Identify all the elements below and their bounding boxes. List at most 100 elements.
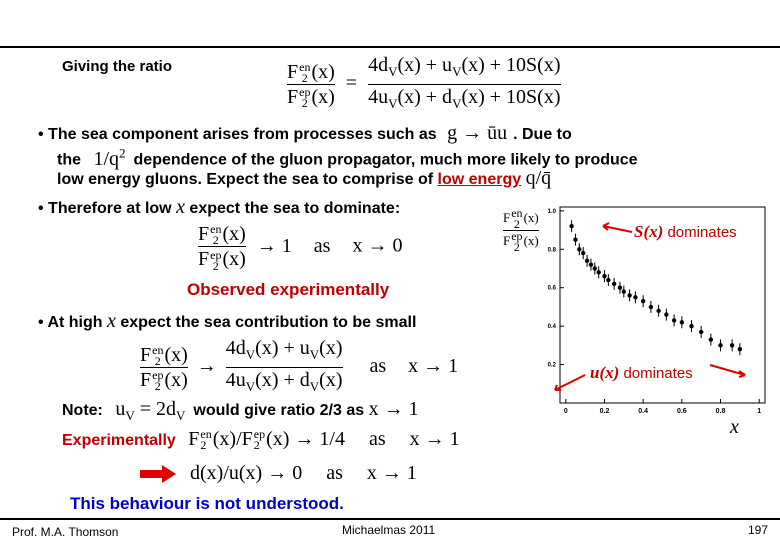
bullet1-l3pre: low energy gluons. Expect the sea to com… <box>57 171 434 188</box>
high-eq-den: (x) <box>319 369 343 391</box>
y-tick-label: 1.0 <box>548 209 557 215</box>
F-ep-base: F <box>140 369 152 391</box>
intro-den: (x) + 10S(x) <box>461 86 561 108</box>
group: ep 2 <box>210 249 221 273</box>
F-ep-sup: ep <box>299 85 311 100</box>
intro-den: (x) + d <box>397 86 453 108</box>
high-eq-den: V <box>309 379 320 394</box>
x-tick-label: 1 <box>757 408 761 415</box>
group <box>140 465 176 483</box>
group: low energy gluons. Expect the sea to com… <box>57 167 551 190</box>
bullet3-post: expect the sea contribution to be small <box>120 314 417 331</box>
F-ep-sub: 2 <box>513 240 520 254</box>
intro-den: 4u <box>368 86 389 108</box>
note-lim: x → 1 <box>368 398 419 420</box>
group: Note: uV = 2dV would give ratio 2/3 as x … <box>62 398 419 424</box>
F-ep-sub: 2 <box>212 258 219 273</box>
group: 4uV(x) + dV(x) + 10S(x) <box>368 84 561 116</box>
data-point <box>648 304 654 310</box>
x-tick-label: 0.6 <box>677 408 687 415</box>
group: • At high x expect the sea contribution … <box>38 310 416 333</box>
F-en-arg: (x) <box>164 343 188 366</box>
x-tick-label: 0 <box>564 408 568 415</box>
du-eq: d(x)/u(x) → 0 <box>190 462 303 484</box>
data-point <box>592 266 598 271</box>
group: en 2 <box>511 206 523 230</box>
intro-num: (x) + u <box>397 54 453 76</box>
data-point <box>627 293 632 298</box>
F-en-arg: (x) <box>523 209 539 225</box>
conclusion: This behaviour is not understood. <box>70 494 344 513</box>
group: ep 2 <box>152 368 164 392</box>
note-label: Note: <box>62 402 103 419</box>
group: en 2 <box>210 223 221 246</box>
bullet1-l2sup: 2 <box>119 145 126 160</box>
x-tick-label: 0.4 <box>638 408 648 415</box>
data-point <box>633 295 638 300</box>
data-point <box>664 312 669 317</box>
y-tick-label: 0.6 <box>548 286 557 292</box>
bullet1-l2math: 1/q <box>93 147 120 170</box>
bullet3-x: x <box>107 310 116 332</box>
sea-eq-tail: → 1 <box>256 234 292 257</box>
group: ep 2 <box>254 428 265 451</box>
bullet3-pre: • At high <box>38 314 103 331</box>
bullet2-x: x <box>176 196 185 218</box>
observed: Observed experimentally <box>187 280 390 299</box>
group: • The sea component arises from processe… <box>38 122 572 145</box>
data-point <box>640 298 646 304</box>
high-eq-as: as <box>369 355 387 378</box>
bullet1-l3math: q/q̄ <box>525 167 552 189</box>
high-eq-num: (x) <box>319 337 343 359</box>
intro-label: Giving the ratio <box>62 58 173 75</box>
note-eq: V <box>176 408 186 423</box>
plot-u-label-text: dominates <box>623 365 693 382</box>
data-point <box>588 262 594 267</box>
high-eq-den: 4u <box>225 369 246 391</box>
data-point <box>602 273 607 279</box>
data-point <box>611 281 617 287</box>
y-tick-label: 0.4 <box>548 324 557 330</box>
x-tick-label: 0.8 <box>716 408 726 415</box>
data-point <box>577 247 582 252</box>
high-eq-den: V <box>245 379 256 394</box>
F-ep-sub: 2 <box>301 96 308 111</box>
F-en-base: F <box>198 223 210 245</box>
F-ep-sup: ep <box>152 368 164 383</box>
top-rule <box>0 46 780 48</box>
F-en-arg: (x) <box>222 223 246 245</box>
bullet1-l2pre: the <box>57 151 81 169</box>
data-point <box>617 285 623 290</box>
high-eq-num: V <box>245 347 256 362</box>
plot-frame <box>559 206 766 404</box>
data-point <box>596 270 601 275</box>
note-text: would give ratio 2/3 as <box>193 402 365 419</box>
group: en 2 <box>299 61 310 84</box>
sea-eq-as: as <box>313 234 331 257</box>
F-en-sup: en <box>152 343 164 357</box>
group: 4uV(x) + dV(x) <box>225 367 343 399</box>
data-point <box>729 343 735 348</box>
F-ep-arg: (x) <box>164 369 188 391</box>
y-tick-label: 0.2 <box>548 363 557 369</box>
F-en-arg: (x) <box>212 428 237 450</box>
y-tick-label: 0.8 <box>548 247 557 253</box>
group: u(x) dominates <box>590 363 693 383</box>
bullet1-math: g → ūu <box>447 122 508 144</box>
F-en-sup: en <box>511 206 523 220</box>
